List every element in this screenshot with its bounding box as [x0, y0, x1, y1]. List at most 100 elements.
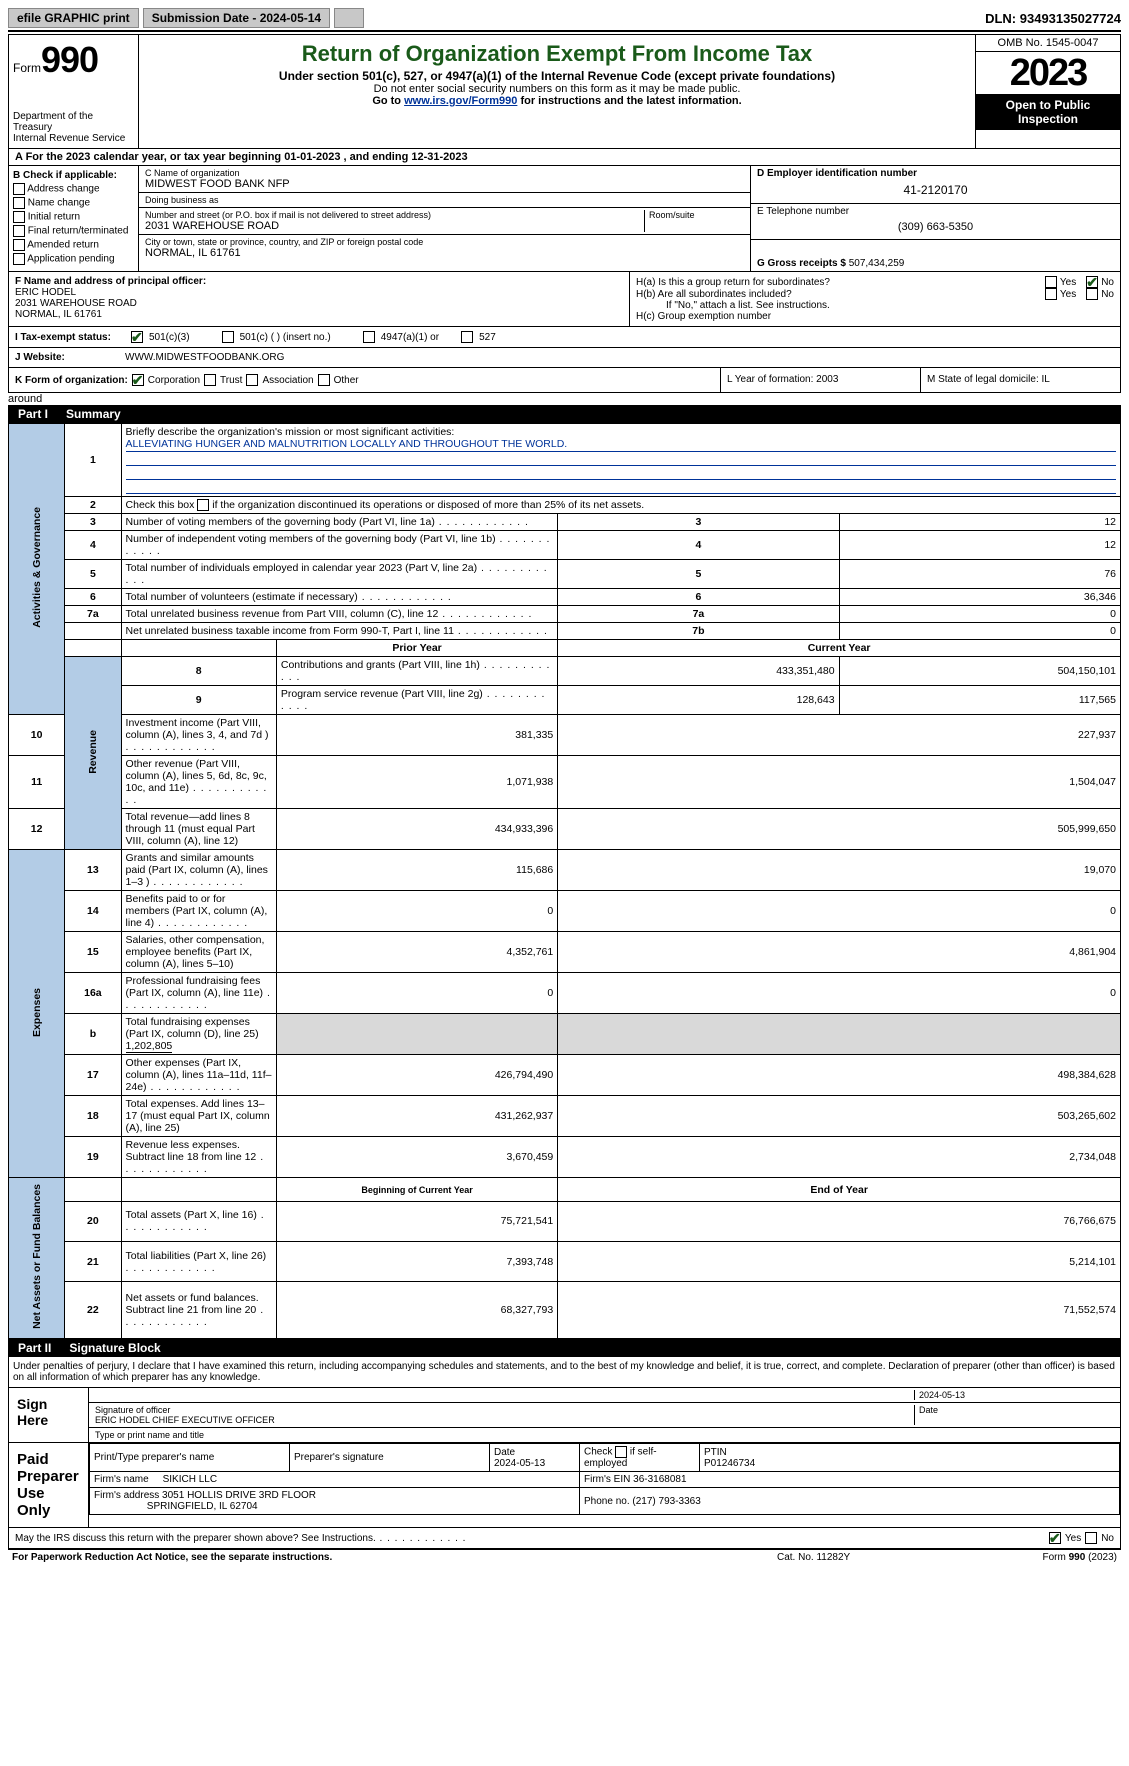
chk-ha-no[interactable] — [1086, 276, 1098, 288]
p17: 426,794,490 — [276, 1055, 557, 1096]
val-3: 12 — [839, 514, 1120, 531]
p9: 128,643 — [558, 686, 839, 715]
p20: 75,721,541 — [276, 1201, 557, 1241]
chk-app-pending[interactable] — [13, 253, 25, 265]
page-footer: For Paperwork Reduction Act Notice, see … — [8, 1549, 1121, 1565]
box-b: B Check if applicable: Address change Na… — [9, 166, 139, 271]
firm-phone: (217) 793-3363 — [632, 1496, 700, 1507]
sig-date: 2024-05-13 — [914, 1390, 1114, 1400]
part-2-header: Part IISignature Block — [8, 1339, 1121, 1357]
chk-address-change[interactable] — [13, 183, 25, 195]
val-7a: 0 — [839, 606, 1120, 623]
chk-discuss-no[interactable] — [1085, 1532, 1097, 1544]
chk-amended[interactable] — [13, 239, 25, 251]
p21: 7,393,748 — [276, 1242, 557, 1282]
prep-name-lbl: Print/Type preparer's name — [90, 1444, 290, 1472]
phone: (309) 663-5350 — [757, 217, 1114, 237]
c21: 5,214,101 — [558, 1242, 1121, 1282]
prep-date: 2024-05-13 — [494, 1458, 545, 1469]
chk-discontinued[interactable] — [197, 499, 209, 511]
chk-self-employed[interactable] — [615, 1446, 627, 1458]
val-4: 12 — [839, 531, 1120, 560]
subtitle-2: Do not enter social security numbers on … — [147, 83, 967, 95]
c16a: 0 — [558, 973, 1121, 1014]
officer-name: ERIC HODEL CHIEF EXECUTIVE OFFICER — [95, 1415, 275, 1425]
form-title: Return of Organization Exempt From Incom… — [147, 41, 967, 67]
c10: 227,937 — [558, 715, 1121, 756]
tab-net-assets: Net Assets or Fund Balances — [31, 1180, 43, 1333]
website: WWW.MIDWESTFOODBANK.ORG — [125, 352, 284, 363]
c13: 19,070 — [558, 850, 1121, 891]
gross-receipts: 507,434,259 — [849, 258, 905, 269]
chk-discuss-yes[interactable] — [1049, 1532, 1061, 1544]
mission-text: ALLEVIATING HUNGER AND MALNUTRITION LOCA… — [126, 438, 1116, 452]
blank-button[interactable] — [334, 8, 364, 28]
box-h: H(a) Is this a group return for subordin… — [630, 272, 1120, 326]
state-domicile: M State of legal domicile: IL — [920, 368, 1120, 392]
chk-hb-yes[interactable] — [1045, 288, 1057, 300]
p18: 431,262,937 — [276, 1096, 557, 1137]
chk-hb-no[interactable] — [1086, 288, 1098, 300]
ptin: P01246734 — [704, 1458, 755, 1469]
open-inspection: Open to Public Inspection — [976, 94, 1120, 130]
firm-addr: 3051 HOLLIS DRIVE 3RD FLOOR — [162, 1490, 316, 1501]
chk-initial-return[interactable] — [13, 211, 25, 223]
c14: 0 — [558, 891, 1121, 932]
subtitle-3: Go to www.irs.gov/Form990 for instructio… — [147, 95, 967, 107]
part-1-header: Part ISummary — [8, 405, 1121, 423]
val-5: 76 — [839, 560, 1120, 589]
c9: 117,565 — [839, 686, 1120, 715]
fundraising-exp: 1,202,805 — [126, 1040, 173, 1053]
tab-expenses: Expenses — [31, 984, 43, 1041]
c18: 503,265,602 — [558, 1096, 1121, 1137]
p8: 433,351,480 — [558, 657, 839, 686]
tab-revenue: Revenue — [87, 726, 99, 778]
chk-4947[interactable] — [363, 331, 375, 343]
val-6: 36,346 — [839, 589, 1120, 606]
irs-label: Internal Revenue Service — [13, 133, 134, 144]
c15: 4,861,904 — [558, 932, 1121, 973]
prep-sig-lbl: Preparer's signature — [290, 1444, 490, 1472]
sign-here-label: Sign Here — [9, 1388, 89, 1442]
p11: 1,071,938 — [276, 756, 557, 809]
subtitle-1: Under section 501(c), 527, or 4947(a)(1)… — [147, 69, 967, 83]
firm-name: SIKICH LLC — [163, 1474, 217, 1485]
c19: 2,734,048 — [558, 1137, 1121, 1178]
form-header: Form990 Department of the Treasury Inter… — [8, 34, 1121, 149]
c22: 71,552,574 — [558, 1282, 1121, 1339]
p13: 115,686 — [276, 850, 557, 891]
dept-treasury: Department of the Treasury — [13, 111, 134, 133]
irs-link[interactable]: www.irs.gov/Form990 — [404, 95, 517, 107]
city-state-zip: NORMAL, IL 61761 — [145, 247, 744, 259]
p22: 68,327,793 — [276, 1282, 557, 1339]
chk-assoc[interactable] — [246, 374, 258, 386]
chk-501c3[interactable] — [131, 331, 143, 343]
p10: 381,335 — [276, 715, 557, 756]
c8: 504,150,101 — [839, 657, 1120, 686]
firm-ein: 36-3168081 — [633, 1474, 686, 1485]
submission-button[interactable]: Submission Date - 2024-05-14 — [143, 8, 330, 28]
summary-table: Activities & Governance 1 Briefly descri… — [8, 423, 1121, 1339]
val-7b: 0 — [839, 623, 1120, 640]
dln: DLN: 93493135027724 — [985, 11, 1121, 26]
chk-ha-yes[interactable] — [1045, 276, 1057, 288]
p19: 3,670,459 — [276, 1137, 557, 1178]
chk-501c[interactable] — [222, 331, 234, 343]
chk-527[interactable] — [461, 331, 473, 343]
form-number: 990 — [41, 39, 98, 80]
box-f: F Name and address of principal officer:… — [9, 272, 630, 326]
c17: 498,384,628 — [558, 1055, 1121, 1096]
chk-name-change[interactable] — [13, 197, 25, 209]
p15: 4,352,761 — [276, 932, 557, 973]
chk-trust[interactable] — [204, 374, 216, 386]
efile-button[interactable]: efile GRAPHIC print — [8, 8, 139, 28]
chk-corp[interactable] — [132, 374, 144, 386]
year-formation: L Year of formation: 2003 — [720, 368, 920, 392]
perjury-declaration: Under penalties of perjury, I declare th… — [9, 1357, 1120, 1387]
chk-final-return[interactable] — [13, 225, 25, 237]
p12: 434,933,396 — [276, 809, 557, 850]
chk-other[interactable] — [318, 374, 330, 386]
form-word: Form — [13, 61, 41, 75]
p14: 0 — [276, 891, 557, 932]
p16a: 0 — [276, 973, 557, 1014]
